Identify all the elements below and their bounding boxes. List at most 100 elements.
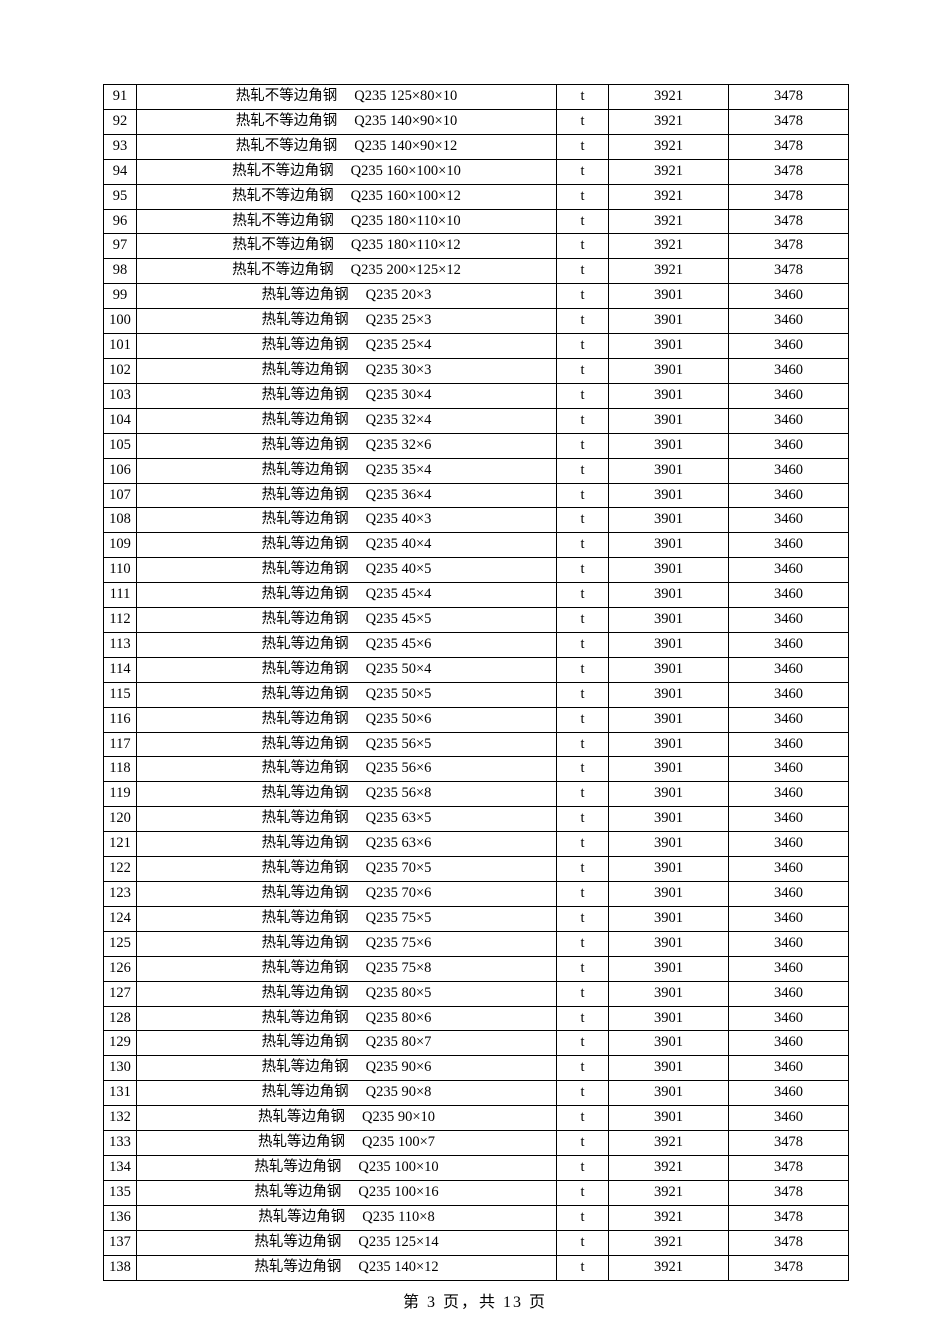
material-spec: Q235 70×5: [365, 860, 432, 877]
material-name: 热轧等边角钢: [261, 561, 349, 578]
material-name: 热轧等边角钢: [261, 611, 349, 628]
table-row: 113 热轧等边角钢 Q235 45×6 t 3901 3460: [103, 631, 849, 658]
cell-price-1: 3921: [608, 258, 729, 285]
description-group: 热轧等边角钢 Q235 25×4: [262, 335, 432, 358]
material-spec: Q235 40×5: [365, 561, 432, 578]
material-spec: Q235 180×110×10: [350, 212, 461, 229]
cell-price-2: 3460: [728, 582, 849, 609]
cell-material-description: 热轧等边角钢 Q235 36×4: [136, 482, 557, 509]
description-group: 热轧等边角钢 Q235 40×4: [261, 534, 432, 557]
table-row: 108 热轧等边角钢 Q235 40×3 t 3901 3460: [103, 507, 849, 534]
table-row: 105 热轧等边角钢 Q235 32×6 t 3901 3460: [103, 432, 849, 459]
material-spec: Q235 100×16: [358, 1183, 439, 1200]
cell-unit: t: [556, 183, 609, 210]
material-spec: Q235 75×5: [365, 909, 432, 926]
material-name: 热轧等边角钢: [261, 860, 349, 877]
table-row: 130 热轧等边角钢 Q235 90×6 t 3901 3460: [103, 1055, 849, 1082]
cell-material-description: 热轧等边角钢 Q235 50×4: [136, 656, 557, 683]
cell-unit: t: [556, 333, 609, 359]
description-group: 热轧等边角钢 Q235 20×3: [261, 285, 432, 308]
cell-price-1: 3901: [608, 756, 729, 783]
table-row: 118 热轧等边角钢 Q235 56×6 t 3901 3460: [103, 756, 849, 783]
cell-row-number: 112: [103, 607, 137, 633]
table-row: 122 热轧等边角钢 Q235 70×5 t 3901 3460: [103, 856, 849, 882]
material-spec: Q235 125×14: [358, 1233, 439, 1250]
cell-price-2: 3460: [728, 532, 849, 559]
cell-unit: t: [556, 881, 609, 907]
cell-material-description: 热轧等边角钢 Q235 25×4: [136, 333, 557, 359]
cell-price-2: 3460: [728, 432, 849, 459]
cell-unit: t: [556, 382, 609, 409]
cell-price-2: 3460: [728, 930, 849, 957]
cell-price-2: 3460: [728, 980, 849, 1007]
material-spec: Q235 36×4: [365, 486, 432, 503]
cell-price-1: 3901: [608, 1080, 729, 1107]
cell-price-1: 3921: [608, 133, 729, 160]
table-row: 95 热轧不等边角钢 Q235 160×100×12 t 3921 3478: [103, 183, 849, 210]
cell-unit: t: [556, 831, 609, 858]
material-spec: Q235 125×80×10: [354, 88, 458, 104]
cell-unit: t: [556, 607, 609, 633]
cell-price-2: 3460: [728, 557, 849, 584]
cell-price-2: 3460: [728, 731, 849, 758]
cell-material-description: 热轧等边角钢 Q235 125×14: [136, 1229, 557, 1256]
cell-price-2: 3478: [728, 84, 849, 110]
cell-material-description: 热轧等边角钢 Q235 30×4: [136, 382, 557, 409]
table-row: 93 热轧不等边角钢 Q235 140×90×12 t 3921 3478: [103, 133, 849, 160]
material-name: 热轧等边角钢: [261, 536, 349, 553]
cell-unit: t: [556, 582, 609, 609]
description-group: 热轧等边角钢 Q235 80×6: [262, 1007, 432, 1030]
cell-price-1: 3921: [608, 1254, 729, 1281]
table-row: 123 热轧等边角钢 Q235 70×6 t 3901 3460: [103, 881, 849, 907]
description-group: 热轧等边角钢 Q235 40×3: [262, 509, 432, 532]
material-name: 热轧等边角钢: [257, 1134, 345, 1151]
cell-unit: t: [556, 631, 609, 658]
cell-unit: t: [556, 108, 609, 135]
material-name: 热轧等边角钢: [261, 436, 349, 453]
cell-material-description: 热轧等边角钢 Q235 63×5: [136, 806, 557, 833]
cell-unit: t: [556, 1204, 609, 1231]
description-group: 热轧等边角钢 Q235 90×6: [262, 1057, 432, 1080]
cell-row-number: 120: [103, 806, 137, 833]
material-name: 热轧等边角钢: [261, 287, 349, 304]
cell-price-1: 3901: [608, 731, 729, 758]
cell-material-description: 热轧等边角钢 Q235 90×8: [136, 1080, 557, 1107]
material-name: 热轧不等边角钢: [235, 137, 338, 154]
cell-row-number: 106: [103, 457, 137, 484]
material-name: 热轧等边角钢: [261, 685, 349, 702]
material-name: 热轧不等边角钢: [232, 212, 334, 229]
cell-unit: t: [556, 432, 609, 459]
cell-price-1: 3921: [608, 84, 729, 110]
material-spec: Q235 140×90×12: [354, 137, 458, 154]
description-group: 热轧等边角钢 Q235 30×4: [262, 384, 432, 407]
cell-price-1: 3901: [608, 557, 729, 584]
cell-price-2: 3478: [728, 1154, 849, 1181]
cell-row-number: 126: [103, 955, 137, 982]
material-spec: Q235 40×3: [365, 511, 432, 528]
description-group: 热轧等边角钢 Q235 80×5: [262, 982, 432, 1005]
material-spec: Q235 30×4: [365, 386, 432, 403]
material-spec: Q235 180×110×12: [350, 237, 461, 254]
cell-material-description: 热轧等边角钢 Q235 40×4: [136, 532, 557, 559]
table-row: 111 热轧等边角钢 Q235 45×4 t 3901 3460: [103, 582, 849, 609]
cell-price-2: 3460: [728, 1055, 849, 1082]
table-row: 119 热轧等边角钢 Q235 56×8 t 3901 3460: [103, 781, 849, 808]
table-row: 110 热轧等边角钢 Q235 40×5 t 3901 3460: [103, 557, 849, 584]
cell-row-number: 113: [103, 631, 137, 658]
description-group: 热轧等边角钢 Q235 70×5: [261, 858, 432, 881]
cell-price-1: 3901: [608, 507, 729, 534]
cell-row-number: 121: [103, 831, 137, 858]
cell-unit: t: [556, 856, 609, 882]
material-spec: Q235 56×5: [365, 735, 432, 752]
cell-material-description: 热轧等边角钢 Q235 40×3: [136, 507, 557, 534]
table-row: 128 热轧等边角钢 Q235 80×6 t 3901 3460: [103, 1005, 849, 1032]
table-row: 120 热轧等边角钢 Q235 63×5 t 3901 3460: [103, 806, 849, 833]
cell-row-number: 111: [103, 582, 137, 609]
cell-price-1: 3921: [608, 158, 729, 185]
material-spec: Q235 35×4: [365, 461, 432, 478]
cell-material-description: 热轧等边角钢 Q235 32×4: [136, 407, 557, 434]
cell-price-2: 3460: [728, 357, 849, 384]
table-row: 109 热轧等边角钢 Q235 40×4 t 3901 3460: [103, 532, 849, 559]
cell-unit: t: [556, 656, 609, 683]
